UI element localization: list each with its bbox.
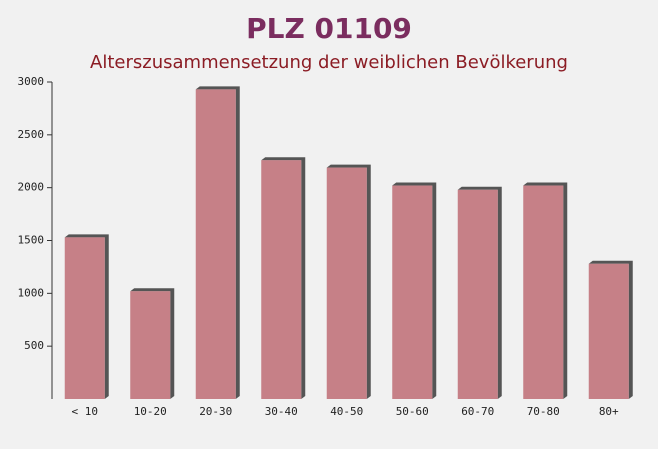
x-tick-label: 30-40 [265,405,298,418]
y-tick-label: 1000 [18,286,45,299]
bar [261,160,302,399]
bar [457,189,498,399]
y-tick-label: 1500 [18,234,45,247]
bar [392,185,433,399]
y-tick-label: 3000 [18,75,45,88]
x-tick-label: 40-50 [330,405,363,418]
chart-subtitle: Alterszusammensetzung der weiblichen Bev… [90,52,568,73]
bar [523,185,564,399]
x-tick-label: < 10 [72,405,99,418]
x-tick-label: 10-20 [134,405,167,418]
x-tick-label: 70-80 [527,405,560,418]
y-tick-label: 2500 [18,128,45,141]
bar [195,89,236,399]
x-tick-label: 50-60 [396,405,429,418]
x-tick-label: 20-30 [199,405,232,418]
y-tick-label: 500 [24,339,44,352]
bar [64,237,105,399]
bar [130,291,171,399]
chart-title: PLZ 01109 [246,12,412,45]
x-tick-label: 60-70 [461,405,494,418]
bar [588,263,629,399]
x-tick-label: 80+ [599,405,619,418]
y-tick-label: 2000 [18,181,45,194]
bar [326,167,367,399]
